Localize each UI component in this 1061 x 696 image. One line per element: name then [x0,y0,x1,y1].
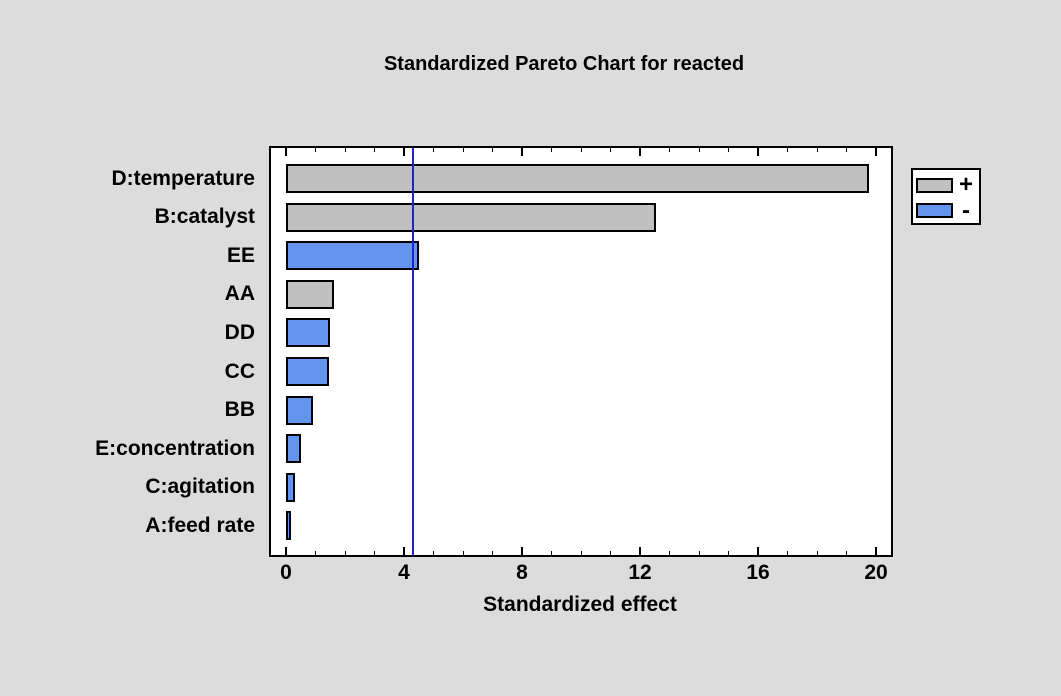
x-minor-tick [728,148,729,152]
x-minor-tick [698,551,700,555]
chart-title: Standardized Pareto Chart for reacted [383,53,745,75]
x-minor-tick [610,148,611,152]
pareto-bar [286,318,330,348]
x-minor-tick [728,551,729,555]
x-minor-tick [551,148,552,152]
category-label: D:temperature [111,166,255,190]
x-minor-tick [344,148,346,152]
x-minor-tick [816,148,818,152]
x-tick-label: 16 [746,561,770,584]
x-major-tick [875,547,877,555]
pareto-bar [286,472,295,502]
legend-positive-swatch [916,178,953,193]
category-label: B:catalyst [154,205,255,229]
x-major-tick [285,547,287,555]
x-major-tick [521,547,523,555]
x-major-tick [757,547,759,555]
x-minor-tick [787,148,788,152]
x-major-tick [403,547,405,555]
pareto-bar [286,357,330,386]
legend: + - [911,168,981,225]
x-major-tick [875,148,877,156]
x-major-tick [285,148,287,156]
pareto-bar [286,279,335,309]
pareto-bar [286,434,301,464]
x-minor-tick [846,551,847,555]
x-minor-tick [433,551,434,555]
pareto-bar [286,395,314,425]
plot-area [269,146,893,557]
x-axis-title: Standardized effect [483,593,677,616]
x-minor-tick [610,551,611,555]
x-tick-label: 20 [864,561,888,584]
category-label: EE [226,243,255,267]
x-minor-tick [846,148,847,152]
x-tick-label: 8 [516,561,528,584]
x-minor-tick [580,551,582,555]
x-minor-tick [374,551,375,555]
reference-line [411,148,414,555]
x-major-tick [403,148,405,156]
x-minor-tick [315,148,316,152]
x-tick-label: 4 [398,561,410,584]
x-minor-tick [344,551,346,555]
x-major-tick [639,547,641,555]
x-minor-tick [669,148,670,152]
x-minor-tick [816,551,818,555]
x-minor-tick [374,148,375,152]
x-minor-tick [315,551,316,555]
pareto-bar [286,202,657,232]
pareto-bar [286,511,292,541]
x-minor-tick [580,148,582,152]
pareto-bar [286,164,869,193]
category-label: A:feed rate [145,513,255,537]
legend-positive-label: + [958,171,973,198]
category-label: E:concentration [95,436,255,460]
x-minor-tick [462,551,464,555]
x-minor-tick [433,148,434,152]
x-major-tick [521,148,523,156]
category-label: AA [224,282,255,306]
category-label: DD [224,320,255,344]
x-minor-tick [787,551,788,555]
pareto-bar [286,241,419,271]
category-label: C:agitation [145,475,255,499]
x-minor-tick [669,551,670,555]
x-minor-tick [462,148,464,152]
legend-negative-label: - [962,197,970,224]
x-minor-tick [492,551,493,555]
category-label: BB [224,398,255,422]
category-label: CC [224,359,255,383]
x-major-tick [639,148,641,156]
x-minor-tick [492,148,493,152]
x-major-tick [757,148,759,156]
x-minor-tick [551,551,552,555]
x-minor-tick [698,148,700,152]
x-tick-label: 0 [280,561,292,584]
legend-negative-swatch [916,203,953,218]
x-tick-label: 12 [628,561,652,584]
